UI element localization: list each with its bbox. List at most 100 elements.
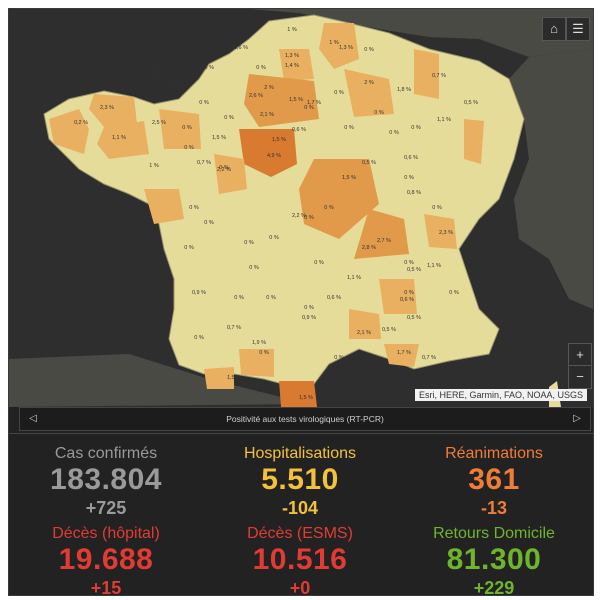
stat-retours: Retours Domicile 81.300 +229 [397,525,591,599]
stat-cas: Cas confirmés 183.804 +725 [9,445,203,519]
timeline-slider[interactable]: ◁ Positivité aux tests virologiques (RT-… [19,407,591,431]
department-label: 0,5 % [382,327,396,333]
dept-cotes-armor[interactable] [89,94,137,127]
map-canvas[interactable]: 1 % 1 % 0,6 % 1,3 % 1,3 % 0 % 0,8 % 0 % 1,4 % 0,7… [9,9,593,407]
dept-landes[interactable] [204,367,234,389]
department-label: 0 % [404,290,414,296]
department-label: 0 % [374,110,384,116]
stat-label: Cas confirmés [54,445,158,462]
department-label: 0 % [234,295,244,301]
department-label: 2,6 % [249,93,263,99]
department-label: 4,9 % [267,153,281,159]
dept-marne[interactable] [344,69,394,117]
stat-delta: +15 [90,578,122,598]
department-label: 0,7 % [197,160,211,166]
dept-bouches-rhone[interactable] [384,344,419,367]
department-label: 0,6 % [327,295,341,301]
department-label: 0 % [389,130,399,136]
map-view[interactable]: 1 % 1 % 0,6 % 1,3 % 1,3 % 0 % 0,8 % 0 % 1,4 % 0,7… [9,9,593,407]
department-label: 1,5 % [342,175,356,181]
dept-ille-vilaine[interactable] [159,109,201,149]
department-label: 0,9 % [302,315,316,321]
department-label: 0 % [404,260,414,266]
department-label: 0 % [184,245,194,251]
department-label: 2,1 % [357,330,371,336]
dept-haute-garonne[interactable] [239,349,274,377]
dept-gard[interactable] [349,309,381,339]
department-label: 0,8 % [407,190,421,196]
dept-pyrenees-orientales[interactable] [279,381,317,407]
department-label: 1 % [287,27,297,33]
stat-label: Hospitalisations [243,445,357,462]
stat-delta: +0 [289,578,311,598]
department-label: 1,9 % [252,340,266,346]
legend-button[interactable]: ☰ [566,17,590,41]
department-label: 1 % [149,163,159,169]
department-label: 0,5 % [407,315,421,321]
stat-label: Réanimations [445,445,543,462]
stat-value: 10.516 [252,543,348,576]
department-label: 2 % [364,80,374,86]
highlighted-departments [49,23,484,407]
dept-charente-maritime[interactable] [144,189,184,224]
department-label: 0 % [182,125,192,131]
department-label: 2 % [264,85,274,91]
dept-oise[interactable] [279,49,314,81]
department-label: 0 % [324,205,334,211]
department-label: 0 % [259,350,269,356]
stat-value: 183.804 [50,463,162,496]
stat-value: 19.688 [58,543,154,576]
dept-burgundy[interactable] [299,159,379,239]
dept-ardennes[interactable] [414,49,439,99]
dept-sarthe[interactable] [214,154,247,194]
neighbor-land-east [509,49,593,309]
dept-drome-isere[interactable] [379,279,417,314]
department-label: 0,6 % [404,155,418,161]
department-label: 0,7 % [422,355,436,361]
department-label: 1,7 % [397,350,411,356]
home-icon: ⌂ [550,21,558,36]
zoom-in-button[interactable]: + [568,343,592,367]
home-button[interactable]: ⌂ [542,17,566,41]
dept-bas-rhin[interactable] [464,119,484,164]
department-label: 1,5 % [272,137,286,143]
department-label: 0,5 % [407,267,421,273]
dept-nord[interactable] [319,23,359,69]
department-label: 0 % [314,260,324,266]
department-label: 0 % [189,205,199,211]
department-label: 0 % [304,105,314,111]
department-label: 0 % [344,125,354,131]
divider [9,433,593,434]
department-label: 1,3 % [339,45,353,51]
department-label: 0 % [204,220,214,226]
department-label: 0,7 % [227,325,241,331]
neighbor-land-south [9,354,309,407]
department-label: 0 % [269,235,279,241]
department-label: 0 % [194,335,204,341]
department-label: 1,5 % [227,375,241,381]
stat-label: Décès (hôpital) [52,525,160,542]
dept-loiret[interactable] [239,129,297,177]
dept-finistere[interactable] [49,109,89,154]
department-label: 0 % [432,205,442,211]
dept-idf[interactable] [244,74,319,127]
zoom-out-button[interactable]: − [568,365,592,389]
chevron-left-icon[interactable]: ◁ [29,413,37,424]
department-label: 0 % [244,240,254,246]
dept-morbihan[interactable] [97,121,149,159]
dept-haute-savoie[interactable] [424,214,457,249]
department-label: 0,6 % [400,297,414,303]
department-label: 0 % [256,65,266,71]
department-label: 1,1 % [437,117,451,123]
department-label: 0,2 % [74,120,88,126]
stat-rea: Réanimations 361 -13 [397,445,591,519]
dept-rhone-ain[interactable] [354,209,409,259]
stat-delta: -13 [480,498,507,518]
department-label: 1,4 % [285,63,299,69]
department-label: 1,1 % [427,263,441,269]
department-label: 0,7 % [432,73,446,79]
stat-value: 5.510 [261,463,339,496]
department-label: 0 % [364,47,374,53]
chevron-right-icon[interactable]: ▷ [573,413,581,424]
department-label: 2,2 % [292,213,306,219]
